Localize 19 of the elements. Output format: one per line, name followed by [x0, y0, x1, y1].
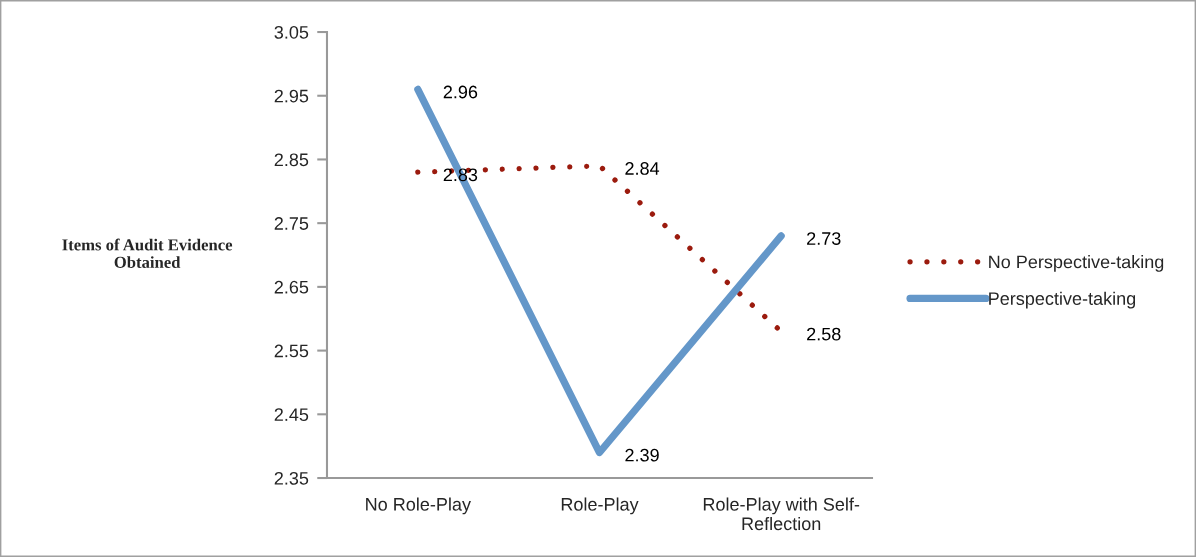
data-label: 2.96	[443, 85, 478, 99]
legend-label: No Perspective-taking	[989, 255, 1164, 272]
data-label: 2.39	[625, 448, 659, 462]
y-tick-label: 2.45	[274, 408, 309, 422]
y-axis-title: Items of Audit Evidence Obtained	[62, 238, 233, 268]
data-label: 2.58	[807, 327, 841, 341]
x-tick-label: Role-Play with Self- Reflection	[703, 497, 860, 531]
y-tick-label: 3.05	[274, 25, 309, 39]
y-tick-label: 2.85	[274, 153, 309, 167]
y-tick-label: 2.75	[274, 217, 309, 230]
y-tick-label: 2.95	[274, 89, 309, 103]
legend-label: Perspective-taking	[989, 291, 1136, 309]
y-tick-label: 2.65	[274, 280, 309, 294]
data-label: 2.84	[625, 162, 660, 175]
x-tick-label: Role-Play	[561, 497, 639, 515]
x-tick-label: No Role-Play	[366, 497, 471, 515]
y-tick-label: 2.55	[274, 344, 309, 358]
y-tick-label: 2.35	[274, 471, 309, 485]
data-label: 2.73	[807, 232, 841, 245]
